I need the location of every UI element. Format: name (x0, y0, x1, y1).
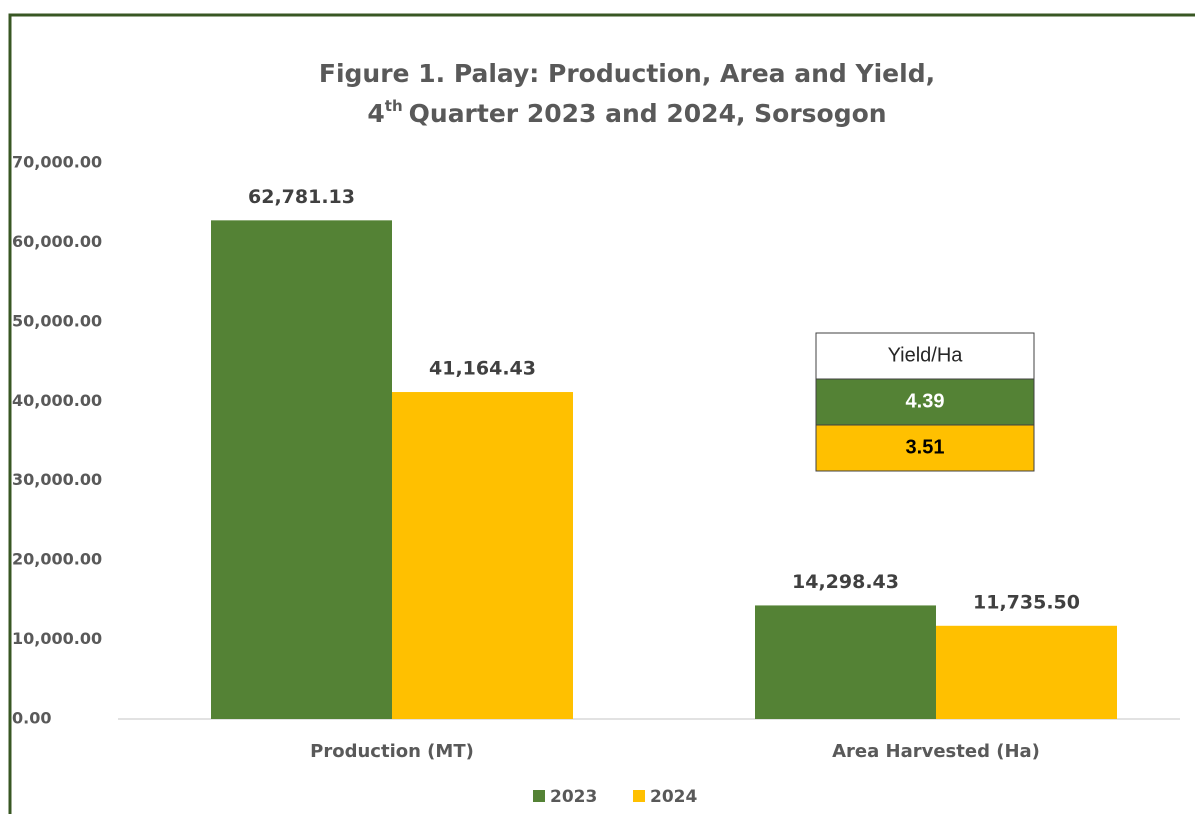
legend-label: 2024 (650, 787, 697, 807)
bar (936, 625, 1117, 719)
data-label: 41,164.43 (429, 358, 536, 380)
yield-value: 3.51 (906, 436, 945, 458)
subtitle-ordinal: 4 (367, 99, 384, 128)
data-label: 62,781.13 (248, 186, 355, 208)
yield-header-cell (815, 332, 1035, 380)
bar (392, 392, 573, 719)
yield-cell (815, 378, 1035, 426)
y-tick-label: 30,000.00 (12, 470, 102, 489)
y-tick-label: 20,000.00 (12, 550, 102, 569)
legend-swatch (633, 790, 645, 802)
data-label: 11,735.50 (973, 591, 1080, 613)
y-tick-label: 70,000.00 (12, 153, 102, 172)
y-tick-label: 0.00 (12, 709, 51, 728)
yield-value: 4.39 (906, 390, 945, 412)
y-tick-label: 10,000.00 (12, 629, 102, 648)
legend-swatch (533, 790, 545, 802)
legend-label: 2023 (550, 787, 597, 807)
subtitle-suffix: th (385, 97, 403, 115)
y-tick-label: 50,000.00 (12, 311, 102, 330)
chart-title: Figure 1. Palay: Production, Area and Yi… (319, 59, 935, 88)
yield-cell (815, 424, 1035, 472)
yield-header: Yield/Ha (888, 344, 964, 366)
bar (211, 220, 392, 720)
frame (8, 13, 1195, 814)
y-tick-label: 40,000.00 (12, 391, 102, 410)
x-tick-label: Production (MT) (310, 741, 474, 762)
y-tick-label: 60,000.00 (12, 232, 102, 251)
subtitle-rest: Quarter 2023 and 2024, Sorsogon (409, 99, 887, 128)
data-label: 14,298.43 (792, 571, 899, 593)
chart-subtitle: 4th Quarter 2023 and 2024, Sorsogon (367, 97, 886, 129)
x-tick-label: Area Harvested (Ha) (832, 741, 1040, 762)
bar (755, 605, 936, 719)
